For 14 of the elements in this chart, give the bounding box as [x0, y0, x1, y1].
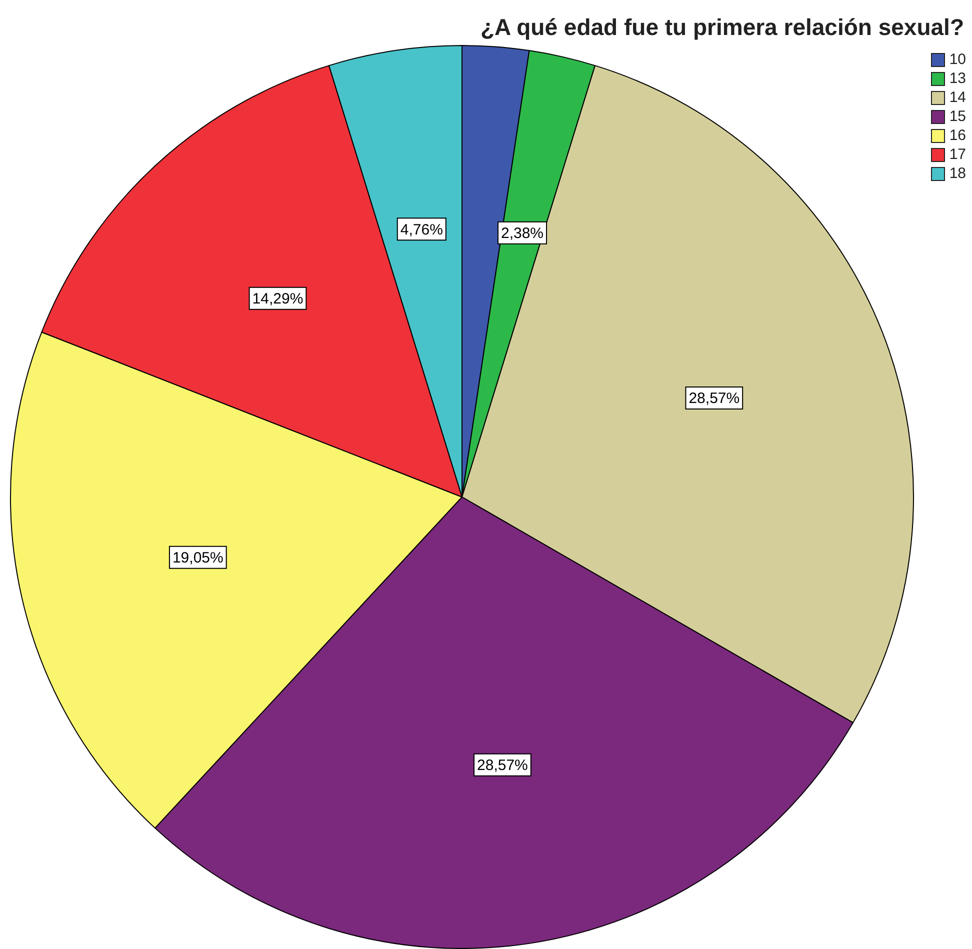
legend-label: 13 [949, 70, 966, 87]
legend-label: 14 [949, 89, 966, 106]
legend-label: 17 [949, 146, 966, 163]
data-label: 4,76% [400, 221, 443, 238]
data-label: 28,57% [688, 390, 740, 408]
legend-label: 16 [949, 127, 966, 144]
data-label: 14,29% [252, 290, 304, 308]
data-label: 28,57% [477, 757, 528, 774]
legend-label: 10 [949, 51, 966, 68]
data-label: 19,05% [172, 549, 224, 566]
data-label: 2,38% [500, 225, 544, 242]
chart-title: ¿A qué edad fue tu primera relación sexual? [480, 14, 964, 41]
legend-label: 15 [949, 108, 966, 125]
legend-label: 18 [949, 165, 966, 182]
